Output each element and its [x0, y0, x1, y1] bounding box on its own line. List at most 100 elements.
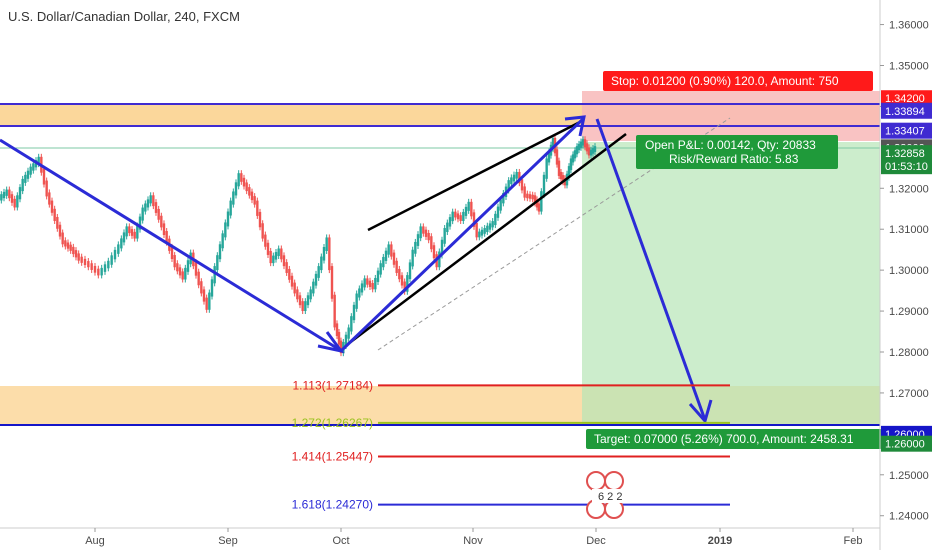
target-zone — [582, 142, 880, 425]
candle-body — [331, 266, 333, 299]
candle-body — [454, 212, 456, 218]
candle-body — [200, 281, 202, 293]
candle-body — [465, 207, 467, 216]
candle-body — [443, 228, 445, 244]
candle-body — [382, 257, 384, 267]
x-tick-label: Oct — [332, 535, 349, 547]
candle-body — [136, 226, 138, 239]
candle-body — [97, 269, 99, 276]
candle-body — [173, 255, 175, 267]
candle-body — [470, 202, 472, 217]
y-price-tag-label: 1.26000 — [885, 439, 925, 451]
y-price-tag-label: 1.33407 — [885, 126, 925, 138]
candle-body — [366, 278, 368, 284]
candle-body — [312, 282, 314, 294]
fib-level-label: 1.113(1.27184) — [292, 378, 373, 392]
candle-body — [267, 243, 269, 255]
candle-body — [317, 266, 319, 278]
candle-body — [462, 212, 464, 221]
candle-body — [195, 262, 197, 276]
candle-body — [141, 208, 143, 221]
candle-body — [353, 305, 355, 320]
candle-body — [243, 178, 245, 187]
y-tick-label: 1.29000 — [889, 306, 929, 318]
candle-body — [291, 276, 293, 287]
y-tick-label: 1.35000 — [889, 60, 929, 72]
candle-body — [499, 199, 501, 210]
candle-body — [69, 245, 71, 251]
candle-body — [256, 201, 258, 216]
candle-body — [56, 217, 58, 229]
candle-body — [219, 244, 221, 259]
y-tick-label: 1.30000 — [889, 265, 929, 277]
candle-body — [48, 192, 50, 204]
candle-body — [430, 236, 432, 249]
candle-body — [299, 295, 301, 305]
candle-body — [147, 199, 149, 207]
candle-body — [467, 202, 469, 211]
candle-body — [107, 261, 109, 269]
candle-body — [221, 233, 223, 248]
fib-level-label: 1.618(1.24270) — [292, 498, 373, 512]
candle-body — [72, 247, 74, 254]
candle-body — [379, 263, 381, 274]
candle-body — [75, 250, 77, 257]
x-tick-label: Aug — [85, 535, 105, 547]
stop-label: Stop: 0.01200 (0.90%) 120.0, Amount: 750 — [611, 74, 839, 88]
candle-body — [280, 248, 282, 259]
flag-badge: 6 2 2 — [587, 472, 630, 518]
candle-body — [160, 216, 162, 228]
flag-badge-icon — [587, 472, 605, 490]
candle-body — [240, 173, 242, 182]
candle-body — [27, 171, 29, 179]
y-tick-label: 1.24000 — [889, 511, 929, 523]
candle-body — [251, 192, 253, 201]
candle-body — [451, 212, 453, 221]
candle-body — [114, 250, 116, 259]
candle-body — [61, 233, 63, 245]
chart-title: U.S. Dollar/Canadian Dollar, 240, FXCM — [8, 9, 240, 24]
candle-body — [157, 209, 159, 220]
candle-body — [387, 244, 389, 254]
candle-body — [427, 233, 429, 240]
candle-body — [104, 264, 106, 272]
candle-body — [237, 173, 239, 186]
candle-body — [87, 261, 89, 267]
candle-body — [245, 182, 247, 191]
candle-body — [29, 167, 31, 175]
candle-body — [350, 316, 352, 331]
x-tick-label: Nov — [463, 535, 483, 547]
candle-body — [11, 194, 13, 203]
x-tick-label: Dec — [586, 535, 606, 547]
candle-body — [393, 253, 395, 265]
y-tick-label: 1.32000 — [889, 183, 929, 195]
candle-body — [51, 201, 53, 213]
candle-body — [13, 199, 15, 208]
candle-body — [529, 194, 531, 199]
x-tick-label: Sep — [218, 535, 238, 547]
candle-body — [149, 195, 151, 203]
candle-body — [275, 252, 277, 260]
candle-body — [531, 195, 533, 200]
candle-body — [543, 175, 545, 195]
candle-body — [483, 228, 485, 234]
candle-body — [526, 194, 528, 199]
fib-level-label: 1.272(1.26267) — [292, 416, 373, 430]
candle-body — [395, 261, 397, 273]
candle-body — [545, 158, 547, 178]
candle-body — [398, 269, 400, 279]
candle-body — [187, 260, 189, 272]
candle-body — [301, 301, 303, 311]
candle-body — [277, 248, 279, 256]
candle-body — [181, 271, 183, 279]
candle-body — [67, 242, 69, 248]
candle-body — [184, 268, 186, 280]
candle-body — [409, 262, 411, 279]
candle-body — [515, 172, 517, 179]
candle-body — [433, 245, 435, 258]
candle-body — [117, 244, 119, 253]
candle-body — [385, 251, 387, 261]
candle-body — [261, 223, 263, 238]
candle-body — [64, 240, 66, 246]
